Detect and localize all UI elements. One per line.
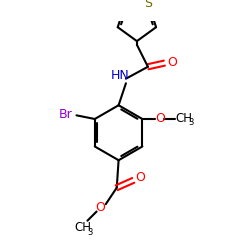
Text: O: O	[155, 112, 165, 126]
Text: 3: 3	[189, 118, 194, 127]
Text: O: O	[167, 56, 177, 69]
Text: CH: CH	[74, 220, 91, 234]
Text: HN: HN	[111, 68, 130, 82]
Text: Br: Br	[58, 108, 72, 121]
Text: O: O	[136, 171, 145, 184]
Text: O: O	[95, 201, 105, 214]
Text: CH: CH	[175, 112, 192, 126]
Text: 3: 3	[88, 228, 93, 237]
Text: S: S	[144, 0, 152, 10]
